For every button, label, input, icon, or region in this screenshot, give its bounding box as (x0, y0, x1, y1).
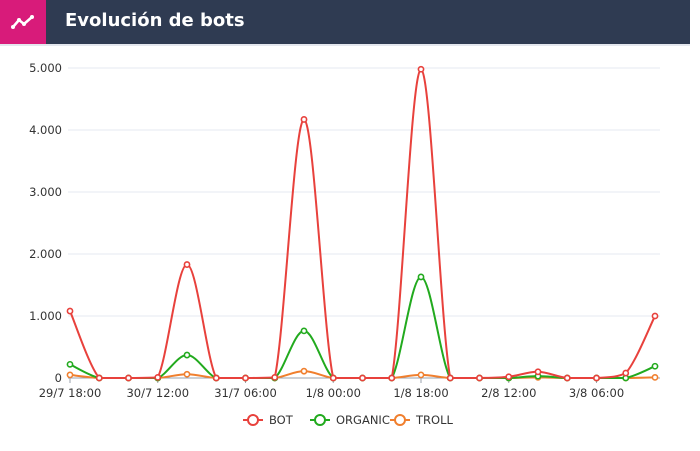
data-point[interactable] (651, 362, 659, 370)
trend-line-icon (0, 0, 46, 44)
data-point[interactable] (446, 374, 454, 382)
x-tick-label: 3/8 06:00 (569, 386, 624, 400)
data-point[interactable] (505, 373, 513, 381)
y-tick-label: 5.000 (29, 61, 62, 75)
data-point[interactable] (66, 360, 74, 368)
data-point[interactable] (359, 374, 366, 382)
data-point[interactable] (212, 374, 220, 382)
x-tick-label: 1/8 00:00 (306, 386, 361, 400)
panel-title: Evolución de bots (65, 10, 245, 31)
x-tick-label: 29/7 18:00 (39, 386, 102, 400)
data-point[interactable] (271, 373, 279, 381)
legend-label: ORGANIC (336, 413, 390, 427)
data-point[interactable] (66, 371, 74, 379)
legend-label: BOT (269, 413, 294, 427)
legend-marker-icon (394, 414, 406, 426)
data-point[interactable] (300, 367, 308, 375)
panel-header: Evolución de bots (0, 0, 690, 46)
x-tick-label: 30/7 12:00 (126, 386, 189, 400)
legend-label: TROLL (415, 413, 453, 427)
data-point[interactable] (417, 273, 425, 281)
series-line-bot (69, 68, 656, 380)
x-tick-label: 2/8 12:00 (481, 386, 536, 400)
legend-marker-icon (314, 414, 326, 426)
data-point[interactable] (563, 374, 571, 382)
legend-item-troll[interactable]: TROLL (390, 413, 453, 427)
data-point[interactable] (329, 374, 337, 382)
series-bot (66, 65, 659, 382)
x-tick-label: 1/8 18:00 (393, 386, 448, 400)
y-tick-label: 0 (55, 371, 62, 385)
data-point[interactable] (300, 116, 308, 123)
data-point[interactable] (242, 374, 249, 382)
x-tick-label: 31/7 06:00 (214, 386, 277, 400)
data-point[interactable] (183, 370, 191, 378)
data-point[interactable] (417, 65, 425, 73)
series-organic (66, 273, 659, 382)
y-tick-label: 1.000 (29, 309, 62, 323)
y-tick-label: 3.000 (29, 185, 62, 199)
data-point[interactable] (476, 374, 483, 382)
data-point[interactable] (125, 374, 132, 382)
series-line-organic (69, 275, 656, 380)
y-tick-label: 4.000 (29, 123, 62, 137)
data-point[interactable] (300, 327, 308, 335)
data-point[interactable] (417, 371, 425, 379)
data-point[interactable] (651, 373, 659, 381)
legend-item-bot[interactable]: BOT (243, 413, 294, 427)
data-point[interactable] (593, 374, 600, 382)
data-point[interactable] (183, 351, 191, 359)
data-point[interactable] (154, 373, 162, 381)
y-tick-label: 2.000 (29, 247, 62, 261)
legend-marker-icon (247, 414, 259, 426)
data-point[interactable] (95, 374, 103, 382)
legend-item-organic[interactable]: ORGANIC (310, 413, 390, 427)
data-point[interactable] (66, 307, 74, 315)
data-point[interactable] (534, 368, 542, 376)
data-point[interactable] (388, 374, 396, 382)
data-point[interactable] (183, 261, 191, 268)
data-point[interactable] (651, 312, 659, 320)
data-point[interactable] (622, 369, 630, 377)
